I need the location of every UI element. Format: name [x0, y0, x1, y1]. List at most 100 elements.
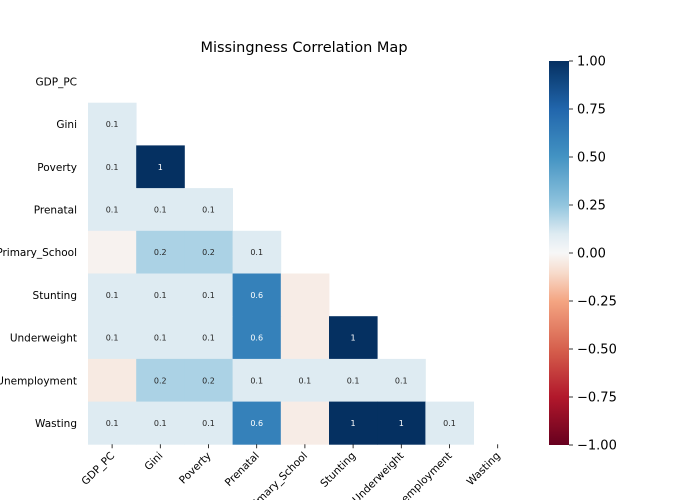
cell-value-label: 0.1	[106, 205, 119, 214]
cell-value-label: 0.1	[154, 419, 167, 428]
x-tick-label: Wasting	[465, 450, 503, 488]
y-tick-label: Prenatal	[34, 204, 77, 216]
heatmap-cell	[184, 358, 233, 402]
heatmap-cell	[88, 145, 137, 189]
x-tick-label: Poverty	[177, 450, 214, 487]
cell-value-label: 0.1	[154, 334, 167, 343]
colorbar: 1.00 0.75 0.50 0.25 0.00 −0.25 −0.50 −0.75 −1.00	[549, 55, 617, 454]
heatmap-cell	[88, 230, 137, 274]
heatmap-cell	[88, 273, 137, 317]
cell-value-label: 0.2	[154, 248, 167, 257]
colorbar-tick-label: 1.00	[577, 55, 606, 70]
cell-value-label: 0.1	[106, 163, 119, 172]
heatmap-cell	[88, 102, 137, 146]
heatmap-cell	[136, 145, 185, 189]
x-tick-label: Gini	[142, 450, 165, 473]
cell-value-label: 0.1	[106, 291, 119, 300]
heatmap-cell	[184, 401, 233, 445]
colorbar-tick-label: −0.50	[577, 343, 617, 358]
colorbar-tick-label: 0.25	[577, 199, 606, 214]
cell-value-label: 0.1	[202, 419, 215, 428]
heatmap-cell	[88, 316, 137, 360]
cell-value-label: 0.1	[443, 419, 456, 428]
colorbar-tick-label: −0.25	[577, 295, 617, 310]
colorbar-tick-label: −0.75	[577, 391, 617, 406]
cell-value-label: 0.6	[250, 419, 263, 428]
colorbar-tick-label: 0.00	[577, 247, 606, 262]
y-tick-label: Underweight	[10, 333, 77, 345]
heatmap-cell	[184, 230, 233, 274]
x-tick-label: Underweight	[350, 450, 406, 500]
heatmap-cell	[377, 358, 426, 402]
heatmap-cell	[377, 401, 426, 445]
heatmap-cell	[136, 358, 185, 402]
cell-value-label: 1	[158, 163, 163, 172]
heatmap-cell	[232, 316, 282, 360]
heatmap-cell	[425, 401, 474, 445]
heatmap-cell	[136, 316, 185, 360]
heatmap-cell	[232, 230, 282, 274]
heatmap-cells	[88, 102, 474, 445]
heatmap-cell	[184, 273, 233, 317]
y-tick-label: Poverty	[37, 162, 77, 174]
cell-value-label: 0.1	[250, 376, 263, 385]
heatmap-cell	[88, 188, 137, 232]
cell-value-label: 0.1	[202, 205, 215, 214]
y-axis-labels: GDP_PC Gini Poverty Prenatal Primary_School S…	[0, 76, 77, 430]
cell-value-label: 0.1	[299, 376, 312, 385]
chart-title: Missingness Correlation Map	[200, 40, 407, 56]
heatmap-cell	[280, 273, 330, 317]
cell-value-label: 0.6	[250, 334, 263, 343]
cell-value-label: 0.1	[202, 291, 215, 300]
cell-annotations: 0.1 0.1 1 0.1 0.1 0.1 0.2 0.2 0.1 0.1 0.1 0.1 0.6 0.1…	[106, 120, 456, 428]
cell-value-label: 0.1	[347, 376, 360, 385]
heatmap-cell	[329, 316, 378, 360]
y-tick-label: Primary_School	[0, 247, 77, 259]
cell-value-label: 1	[399, 419, 404, 428]
heatmap-cell	[88, 401, 137, 445]
cell-value-label: 0.1	[202, 334, 215, 343]
cell-value-label: 1	[351, 419, 356, 428]
x-tick-label: Stunting	[318, 450, 358, 490]
cell-value-label: 0.1	[154, 205, 167, 214]
heatmap-cell	[136, 188, 185, 232]
heatmap-cell	[184, 316, 233, 360]
cell-value-label: 0.2	[154, 376, 167, 385]
heatmap-cell	[232, 401, 282, 445]
heatmap-cell	[329, 358, 378, 402]
heatmap-cell	[232, 358, 282, 402]
y-tick-label: Stunting	[33, 290, 77, 302]
cell-value-label: 0.1	[250, 248, 263, 257]
heatmap-cell	[280, 401, 330, 445]
y-tick-label: Unemployment	[0, 375, 77, 387]
heatmap-cell	[184, 188, 233, 232]
cell-value-label: 0.1	[154, 291, 167, 300]
heatmap-cell	[136, 401, 185, 445]
cell-value-label: 0.2	[202, 248, 215, 257]
heatmap-cell	[280, 316, 330, 360]
heatmap-cell	[329, 401, 378, 445]
cell-value-label: 0.1	[106, 419, 119, 428]
y-tick-label: GDP_PC	[36, 76, 77, 88]
heatmap-cell	[88, 358, 137, 402]
x-tick-label: Prenatal	[223, 450, 262, 489]
cell-value-label: 0.1	[106, 120, 119, 129]
y-tick-label: Wasting	[35, 418, 77, 430]
heatmap-cell	[136, 273, 185, 317]
cell-value-label: 0.1	[106, 334, 119, 343]
colorbar-tick-label: 0.75	[577, 103, 606, 118]
heatmap-cell	[232, 273, 282, 317]
cell-value-label: 1	[351, 334, 356, 343]
cell-value-label: 0.1	[395, 376, 408, 385]
colorbar-gradient	[549, 61, 569, 445]
colorbar-tick-label: 0.50	[577, 151, 606, 166]
cell-value-label: 0.6	[250, 291, 263, 300]
heatmap-cell	[136, 230, 185, 274]
y-tick-label: Gini	[56, 119, 77, 131]
heatmap-cell	[280, 358, 330, 402]
colorbar-tick-label: −1.00	[577, 439, 617, 454]
cell-value-label: 0.2	[202, 376, 215, 385]
x-tick-label: GDP_PC	[79, 450, 117, 488]
